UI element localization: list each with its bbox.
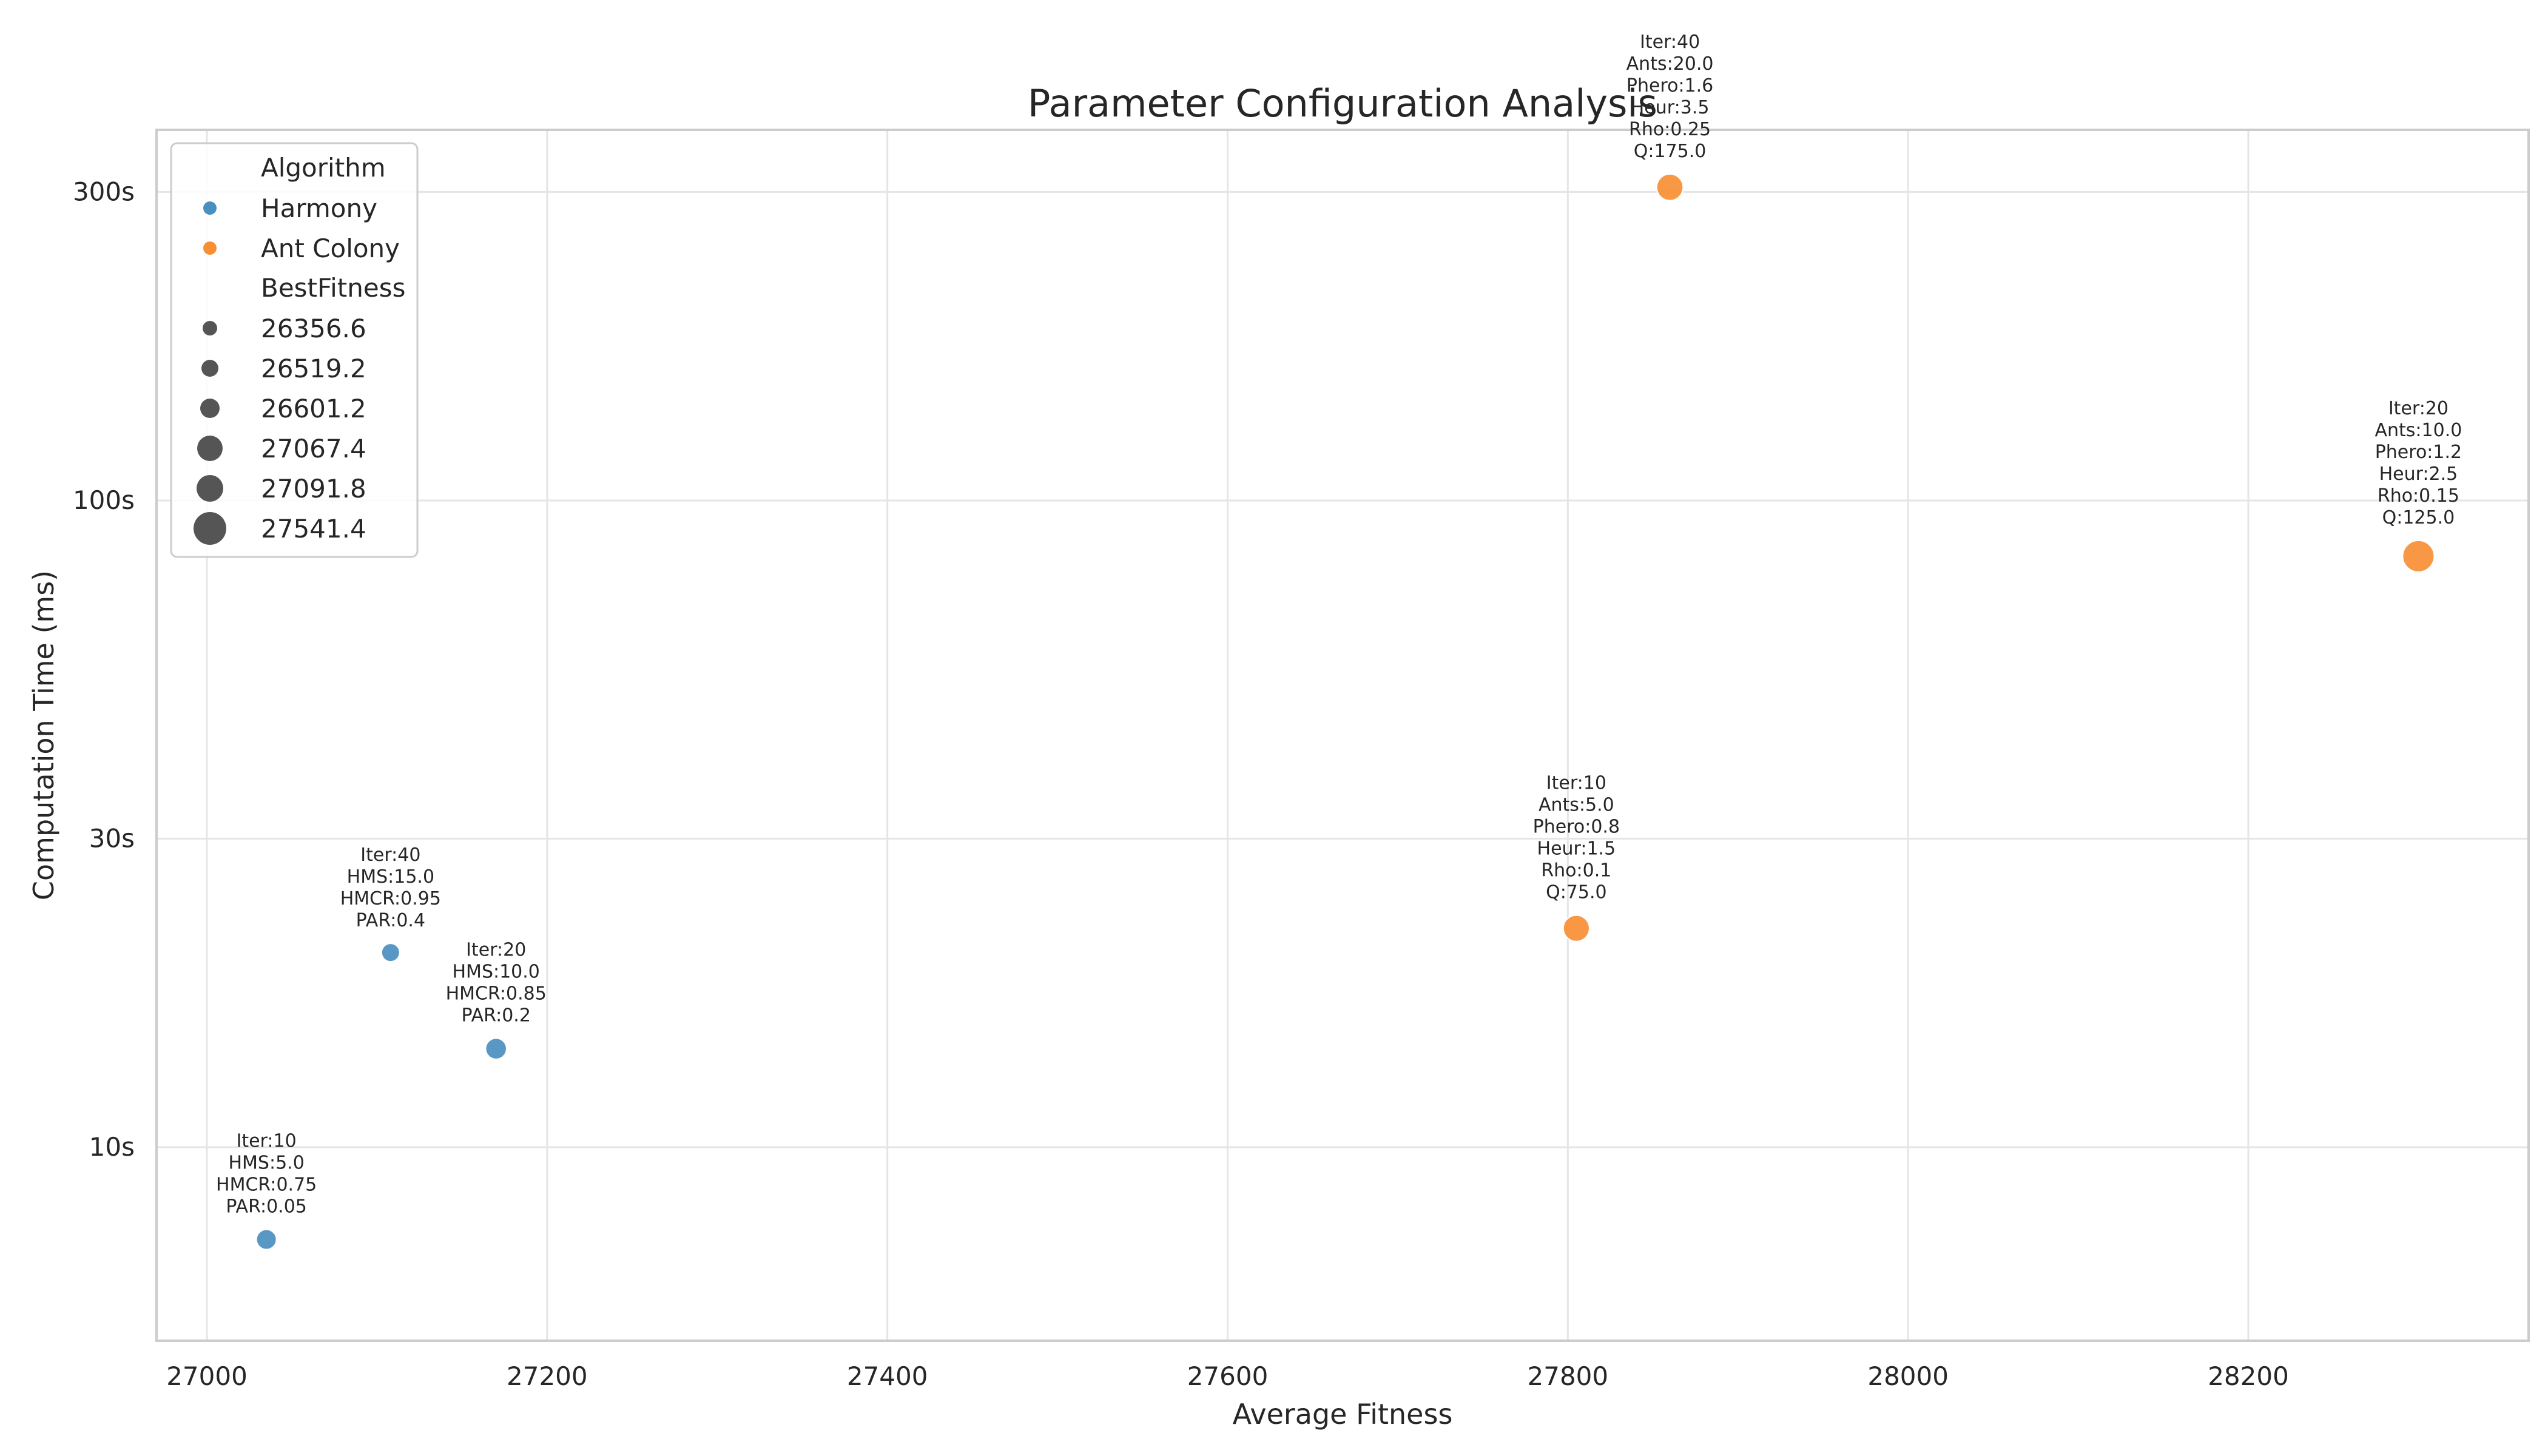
legend-title-bestfitness: BestFitness [261, 273, 405, 303]
point-annotation-line: HMCR:0.95 [340, 888, 441, 909]
point-annotation-line: Ants:10.0 [2374, 420, 2462, 441]
point-annotation-line: Q:75.0 [1546, 882, 1607, 903]
point-annotation-line: Rho:0.25 [1629, 119, 1711, 140]
legend-size-marker [194, 512, 226, 545]
legend-size-label: 26519.2 [261, 354, 366, 383]
y-tick-label: 30s [89, 823, 135, 853]
data-point-harmony [380, 943, 400, 963]
point-annotations: Iter:10HMS:5.0HMCR:0.75PAR:0.05Iter:20HM… [216, 32, 2462, 1218]
legend-size-marker [200, 399, 220, 418]
y-tick-label: 300s [73, 177, 135, 206]
x-tick-label: 27800 [1528, 1361, 1609, 1391]
data-point-harmony [485, 1037, 507, 1060]
y-tick-label: 10s [89, 1132, 135, 1162]
point-annotation-line: HMCR:0.75 [216, 1175, 317, 1196]
point-annotation-line: Rho:0.15 [2378, 485, 2459, 507]
data-point-ant-colony [2402, 539, 2435, 573]
point-annotation-line: Q:175.0 [1634, 141, 1707, 162]
plot-frame [155, 129, 2530, 1342]
point-annotation-line: Iter:10 [237, 1131, 297, 1152]
point-annotation-line: HMS:10.0 [453, 961, 540, 982]
data-point-harmony [255, 1228, 277, 1250]
legend-size-marker [201, 360, 218, 377]
y-axis-label: Computation Time (ms) [27, 570, 60, 900]
legend-marker-ant-colony [203, 241, 217, 255]
point-annotation-line: PAR:0.05 [226, 1196, 307, 1218]
point-annotation-line: Phero:1.2 [2375, 442, 2462, 463]
x-axis-label: Average Fitness [1233, 1398, 1453, 1431]
data-point-ant-colony [1656, 173, 1684, 201]
x-tick-label: 27200 [507, 1361, 588, 1391]
legend-size-marker [197, 436, 223, 461]
point-annotation-line: Heur:3.5 [1631, 97, 1710, 118]
legend-size-label: 26356.6 [261, 314, 366, 343]
chart-title: Parameter Configuration Analysis [1028, 81, 1657, 126]
x-tick-label: 27600 [1187, 1361, 1269, 1391]
legend-label-harmony: Harmony [261, 194, 377, 223]
point-annotation-line: HMCR:0.85 [446, 983, 547, 1004]
legend-title-algorithm: Algorithm [261, 153, 386, 183]
point-annotation-line: Ants:20.0 [1626, 53, 1714, 75]
data-points [255, 173, 2435, 1250]
data-point-ant-colony [1562, 914, 1590, 942]
x-tick-label: 28000 [1867, 1361, 1949, 1391]
legend-size-marker [203, 321, 217, 335]
point-annotation-line: Phero:0.8 [1533, 817, 1620, 838]
point-annotation-line: Iter:10 [1546, 773, 1606, 794]
legend-size-marker [197, 475, 223, 502]
legend-size-label: 27067.4 [261, 434, 366, 463]
axis-ticks: 27000 27200 27400 27600 27800 28000 28200 10s 30… [73, 177, 2289, 1391]
point-annotation-line: HMS:5.0 [228, 1153, 304, 1174]
x-tick-label: 27400 [847, 1361, 928, 1391]
point-annotation-line: Iter:20 [466, 939, 526, 960]
point-annotation-line: Iter:40 [360, 844, 420, 866]
point-annotation-line: Heur:1.5 [1537, 838, 1616, 860]
legend-size-label: 27091.8 [261, 474, 366, 504]
point-annotation-line: PAR:0.2 [461, 1005, 530, 1026]
point-annotation-line: Q:125.0 [2382, 507, 2455, 528]
legend-size-label: 26601.2 [261, 394, 366, 423]
point-annotation-line: PAR:0.4 [356, 910, 425, 931]
grid [157, 130, 2529, 1341]
point-annotation-line: Heur:2.5 [2379, 463, 2458, 485]
legend-box [170, 142, 419, 558]
point-annotation-line: Phero:1.6 [1626, 75, 1713, 96]
point-annotation-line: Iter:20 [2388, 398, 2449, 419]
point-annotation-line: HMS:15.0 [347, 866, 434, 888]
legend-label-ant-colony: Ant Colony [261, 234, 400, 263]
point-annotation-line: Rho:0.1 [1541, 860, 1611, 881]
y-tick-label: 100s [73, 485, 135, 515]
x-tick-label: 28200 [2208, 1361, 2289, 1391]
legend-size-label: 27541.4 [261, 514, 366, 544]
legend-marker-harmony [203, 201, 217, 215]
x-tick-label: 27000 [166, 1361, 248, 1391]
point-annotation-line: Iter:40 [1640, 32, 1700, 53]
point-annotation-line: Ants:5.0 [1539, 795, 1614, 816]
